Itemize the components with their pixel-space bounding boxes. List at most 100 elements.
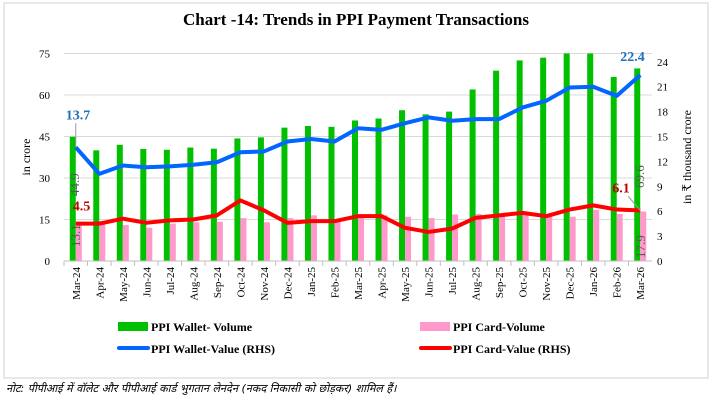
bar-ppi-card-volume [146, 227, 153, 261]
y-tick-label: 0 [45, 256, 51, 268]
y-tick-label: 45 [39, 132, 51, 144]
bar-ppi-card-volume [499, 215, 506, 261]
bar-ppi-wallet-volume [634, 68, 641, 261]
y2-tick-label: 0 [657, 256, 663, 268]
y-tick-label: 60 [39, 90, 51, 102]
data-label-card-volume-last: 17.9 [633, 235, 648, 258]
bar-ppi-wallet-volume [469, 89, 476, 261]
y2-tick-label: 3 [657, 231, 663, 243]
x-tick-label: Jun-25 [424, 267, 436, 297]
bar-ppi-card-volume [475, 213, 482, 261]
legend-swatch-card-volume [420, 322, 450, 331]
bar-ppi-card-volume [428, 218, 435, 261]
bar-ppi-card-volume [381, 215, 388, 261]
bar-ppi-card-volume [287, 218, 294, 261]
bar-ppi-card-volume [616, 213, 623, 261]
x-tick-label: Dec-24 [282, 267, 294, 300]
bar-ppi-wallet-volume [610, 77, 617, 262]
bar-ppi-wallet-volume [163, 149, 170, 261]
data-label-card-volume-first: 13.1 [68, 224, 83, 247]
bar-ppi-card-volume [452, 214, 459, 261]
bar-ppi-card-volume [75, 224, 82, 261]
bar-ppi-card-volume [122, 225, 129, 261]
x-tick-label: Sep-24 [212, 267, 224, 299]
bar-ppi-wallet-volume [540, 57, 547, 262]
bar-ppi-wallet-volume [399, 110, 406, 261]
bar-ppi-wallet-volume [257, 137, 264, 261]
x-tick-label: Mar-24 [71, 267, 83, 300]
x-tick-label: Jul-25 [447, 267, 459, 295]
bar-ppi-wallet-volume [210, 148, 217, 261]
bar-ppi-card-volume [99, 220, 106, 261]
y2-axis-label: in ₹ thousand crore [680, 110, 694, 204]
x-tick-label: Jul-24 [165, 267, 177, 295]
line-ppi-card-value-rhs- [75, 198, 641, 234]
bar-ppi-wallet-volume [93, 150, 100, 261]
bar-ppi-card-volume [334, 219, 341, 261]
data-label-wallet-volume-last: 69.6 [632, 165, 647, 188]
bar-ppi-wallet-volume [493, 70, 500, 261]
line-ppi-wallet-value-rhs- [74, 73, 642, 176]
x-tick-label: Aug-25 [471, 267, 483, 301]
x-tick-label: Apr-24 [94, 267, 106, 299]
x-tick-label: Nov-25 [541, 267, 553, 301]
x-tick-label: Sep-25 [494, 267, 506, 299]
bar-ppi-wallet-volume [352, 120, 358, 261]
y-axis-label: in crore [19, 139, 33, 176]
y2-tick-label: 12 [657, 156, 668, 168]
bar-ppi-wallet-volume [187, 147, 194, 261]
leader-line [627, 196, 641, 211]
x-tick-label: Aug-24 [188, 267, 200, 301]
bar-ppi-wallet-volume [116, 144, 123, 261]
bar-ppi-card-volume [546, 215, 553, 261]
bar-ppi-card-volume [310, 215, 317, 261]
bar-ppi-wallet-volume [304, 125, 311, 261]
y-tick-label: 30 [39, 173, 51, 185]
bar-ppi-wallet-volume [516, 60, 523, 261]
bar-ppi-wallet-volume [446, 111, 453, 261]
bar-ppi-card-volume [640, 211, 647, 261]
bar-ppi-wallet-volume [422, 114, 429, 261]
bar-ppi-card-volume [263, 222, 270, 261]
x-tick-label: Nov-24 [259, 267, 271, 301]
y2-tick-label: 21 [657, 82, 668, 94]
legend-label-card-value: PPI Card-Value (RHS) [453, 342, 571, 356]
bar-ppi-wallet-volume [281, 127, 288, 261]
y2-tick-label: 15 [657, 132, 669, 144]
data-label-card-value-first: 4.5 [73, 200, 91, 215]
data-label-card-value-last: 6.1 [612, 181, 630, 196]
bar-ppi-card-volume [216, 221, 223, 261]
bar-ppi-wallet-volume [328, 126, 335, 261]
bar-ppi-card-volume [593, 209, 600, 261]
legend-label-card-volume: PPI Card-Volume [453, 320, 546, 334]
x-tick-label: Oct-24 [235, 267, 247, 298]
bar-ppi-card-volume [193, 222, 200, 261]
chart-title: Chart -14: Trends in PPI Payment Transac… [183, 10, 529, 29]
bar-ppi-wallet-volume [140, 148, 147, 261]
x-tick-label: Feb-26 [612, 267, 624, 299]
bar-ppi-card-volume [405, 216, 412, 261]
legend-swatch-wallet-volume [118, 322, 148, 331]
x-tick-label: Jan-26 [588, 267, 600, 297]
x-tick-label: May-24 [118, 267, 130, 302]
x-tick-label: Dec-25 [565, 267, 577, 300]
legend-label-wallet-volume: PPI Wallet- Volume [151, 320, 253, 334]
bar-ppi-card-volume [522, 214, 529, 261]
y2-tick-label: 18 [657, 107, 669, 119]
bar-ppi-wallet-volume [375, 118, 382, 262]
data-label-wallet-volume-first: 44.9 [67, 173, 82, 196]
x-tick-label: Jun-24 [141, 267, 153, 297]
bar-ppi-wallet-volume [563, 53, 570, 261]
y2-tick-label: 6 [657, 206, 663, 218]
bar-ppi-wallet-volume [234, 138, 241, 261]
y-tick-label: 15 [39, 215, 51, 227]
bar-ppi-card-volume [240, 218, 247, 261]
bar-ppi-wallet-volume [587, 53, 594, 261]
x-tick-label: Feb-25 [329, 267, 341, 299]
x-tick-label: Apr-25 [377, 267, 389, 299]
x-tick-label: Mar-26 [635, 267, 647, 300]
bar-ppi-card-volume [169, 223, 176, 261]
bar-ppi-wallet-volume [69, 136, 76, 261]
legend-label-wallet-value: PPI Wallet-Value (RHS) [151, 342, 275, 356]
